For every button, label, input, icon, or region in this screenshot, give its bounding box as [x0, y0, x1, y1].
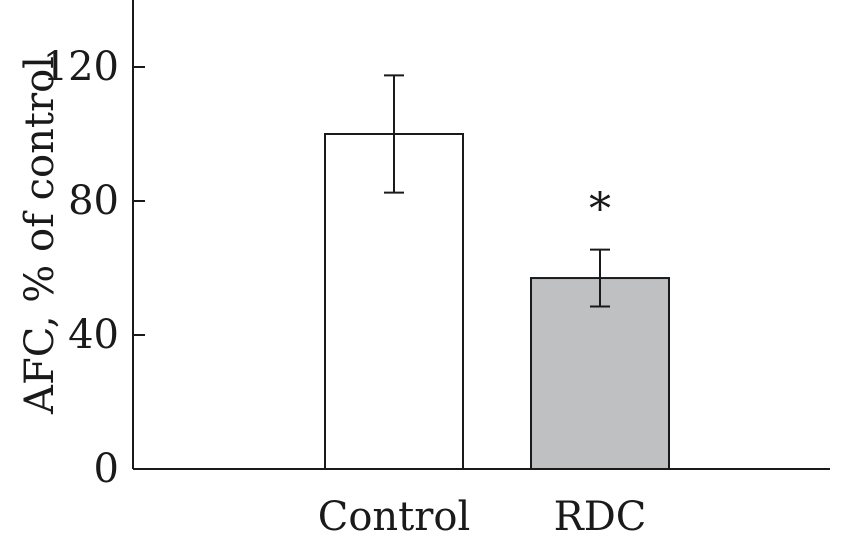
error-bars [384, 74, 610, 308]
bars [324, 133, 670, 470]
category-label-control: Control [318, 494, 471, 540]
annotations: * [589, 184, 611, 235]
error-bar-control [384, 74, 404, 194]
y-tick-label: 80 [68, 178, 119, 224]
significance-asterisk: * [589, 184, 611, 235]
category-labels: Control RDC [318, 494, 647, 540]
category-label-rdc: RDC [554, 494, 647, 540]
y-ticks: 0 40 80 120 [43, 44, 145, 492]
y-tick-label: 0 [94, 446, 119, 492]
y-axis-label: AFC, % of control [17, 56, 63, 415]
y-tick-label: 120 [43, 44, 119, 90]
error-bar-rdc [590, 248, 610, 308]
y-tick-label: 40 [68, 312, 119, 358]
axes [132, 0, 830, 470]
